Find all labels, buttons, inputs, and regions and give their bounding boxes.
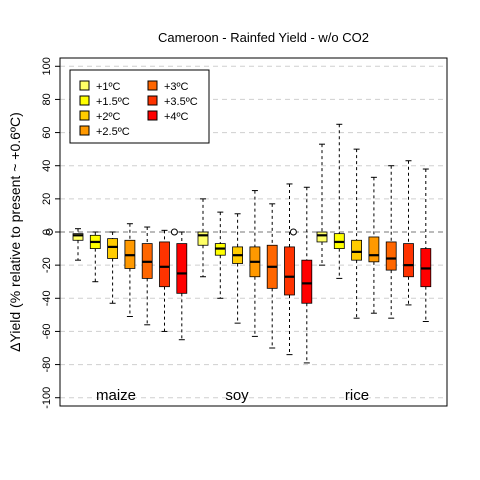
box-rice-6: [420, 168, 432, 322]
box-iqr: [197, 231, 209, 246]
crop-label-soy: soy: [225, 387, 249, 404]
box-iqr: [284, 246, 295, 296]
box-soy-0: [197, 198, 209, 278]
legend-label: +3ºC: [164, 81, 189, 93]
box-soy-4: [266, 203, 278, 349]
y-tick-label: 0: [41, 229, 53, 235]
box-iqr: [316, 231, 328, 243]
legend-label: +3.5ºC: [164, 96, 198, 108]
box-soy-5: [284, 183, 295, 356]
legend-label: +4ºC: [164, 111, 189, 123]
box-soy-3: [249, 190, 261, 337]
crop-label-rice: rice: [345, 387, 369, 404]
box-maize-4: [141, 226, 153, 326]
legend: +1ºC +1.5ºC +2ºC +2.5ºC +3ºC +3.5ºC +4ºC: [69, 69, 210, 144]
box-soy-6: [301, 186, 313, 364]
box-maize-2: [107, 231, 118, 304]
legend-swatch: [147, 110, 158, 121]
box-rice-5: [403, 160, 414, 306]
box-soy-2: [232, 213, 244, 324]
y-tick-label: -80: [41, 357, 53, 373]
box-maize-1: [89, 231, 101, 283]
box-iqr: [176, 243, 188, 294]
box-maize-5: [159, 229, 170, 332]
y-tick-label: -20: [41, 257, 53, 273]
box-iqr: [72, 233, 84, 241]
box-iqr: [159, 241, 170, 288]
y-tick-label: -60: [41, 323, 53, 339]
legend-swatch: [79, 110, 90, 121]
y-tick-label: 100: [41, 57, 53, 75]
box-maize-3: [124, 223, 136, 318]
y-tick-label: 60: [41, 126, 53, 138]
legend-box: [69, 69, 210, 144]
box-iqr: [403, 243, 414, 278]
legend-label: +2ºC: [96, 111, 121, 123]
box-iqr: [107, 238, 118, 259]
y-tick-label: -40: [41, 290, 53, 306]
legend-swatch: [79, 95, 90, 106]
legend-label: +1.5ºC: [96, 96, 130, 108]
box-rice-3: [368, 176, 380, 314]
box-soy-1: [214, 211, 226, 299]
box-rice-4: [385, 165, 397, 319]
crop-label-maize: maize: [96, 387, 136, 404]
box-iqr: [385, 241, 397, 271]
legend-label: +2.5ºC: [96, 126, 130, 138]
y-axis: -100 -80 -60 -40 -20 0 20 40 60 80 100: [41, 57, 60, 409]
box-rice-1: [333, 123, 345, 279]
crop-labels: maize soy rice: [96, 387, 369, 404]
boxes: [45, 123, 432, 364]
box-iqr: [368, 236, 380, 263]
box-iqr: [301, 259, 313, 304]
y-axis-label: ΔYield (% relative to present ~ +0.6ºC): [7, 112, 23, 352]
legend-swatch: [147, 95, 158, 106]
baseline-point: [289, 228, 297, 236]
box-rice-0: [316, 143, 328, 266]
box-iqr: [351, 239, 363, 261]
y-tick-label: 40: [41, 160, 53, 172]
box-maize-0: [72, 228, 84, 261]
legend-swatch: [79, 125, 90, 136]
chart-title: Cameroon - Rainfed Yield - w/o CO2: [158, 30, 369, 45]
baseline-point: [45, 228, 53, 236]
legend-swatch: [79, 80, 90, 91]
baseline-point: [170, 228, 178, 236]
box-rice-2: [351, 148, 363, 319]
legend-label: +1ºC: [96, 81, 121, 93]
y-tick-label: 80: [41, 93, 53, 105]
legend-swatch: [147, 80, 158, 91]
box-maize-6: [176, 231, 188, 341]
y-tick-label: -100: [41, 387, 53, 409]
y-tick-label: 20: [41, 193, 53, 205]
